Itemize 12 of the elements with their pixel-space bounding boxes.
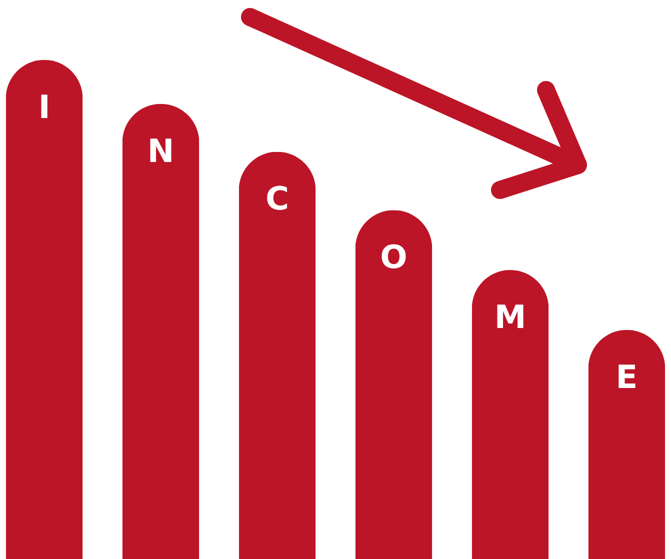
x-tick-label: I [38, 88, 50, 126]
x-tick-label: O [380, 238, 408, 276]
x-tick-label: E [616, 358, 638, 396]
bar [122, 104, 200, 559]
bar [238, 152, 316, 559]
bar [472, 270, 549, 559]
x-tick-label: N [147, 132, 174, 170]
bar [588, 330, 666, 559]
x-tick-label: M [494, 298, 526, 336]
bar [6, 60, 83, 559]
bar [355, 210, 432, 559]
x-tick-label: C [266, 180, 289, 218]
